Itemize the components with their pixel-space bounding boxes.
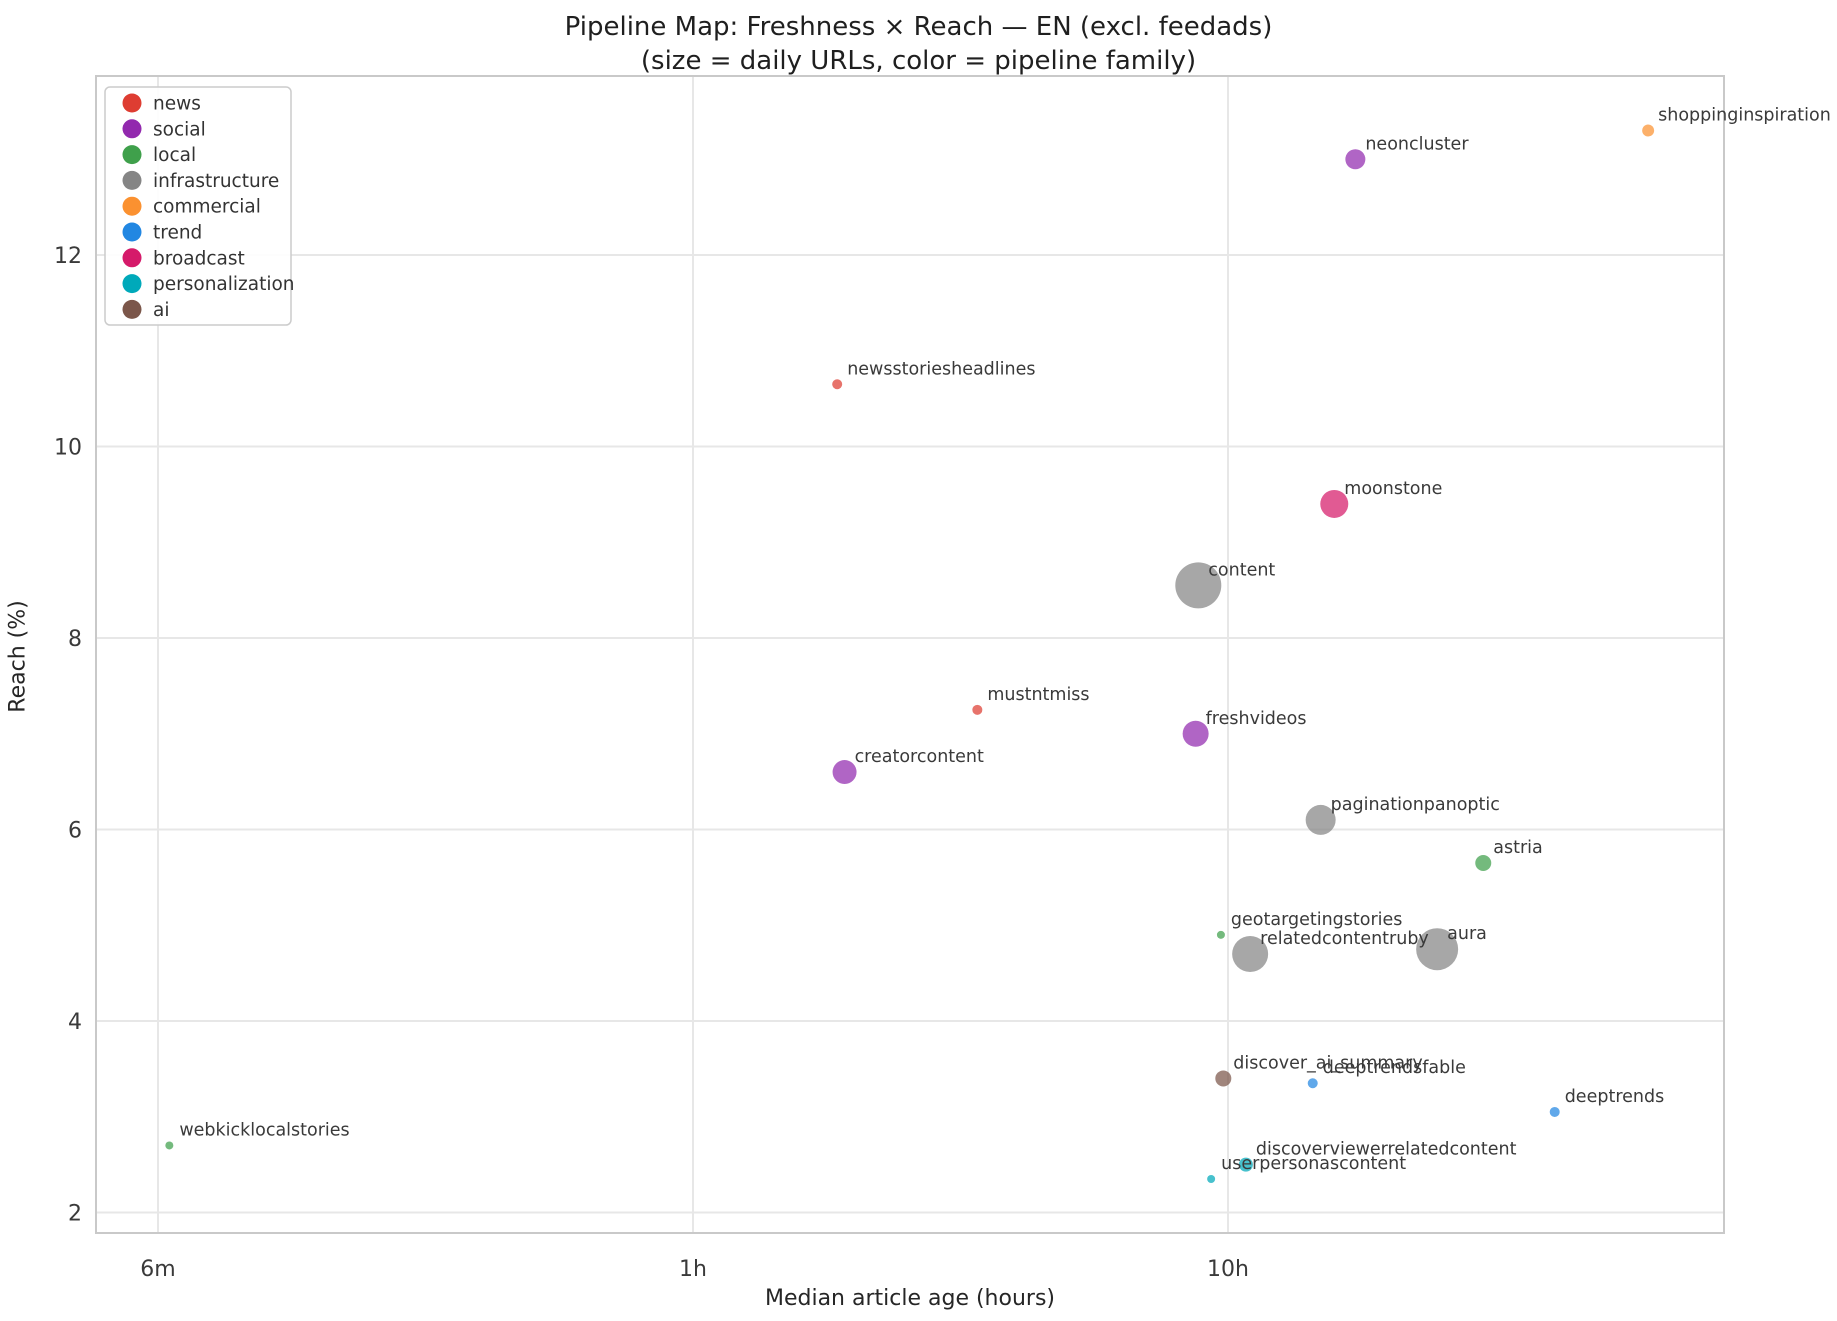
y-tick-label: 8 (68, 627, 82, 652)
point-label-freshvideos: freshvideos (1206, 709, 1307, 729)
x-tick-label: 10h (1207, 1257, 1249, 1282)
data-point-discoverviewerrelatedcontent (1238, 1157, 1253, 1172)
legend-label-infrastructure: infrastructure (153, 171, 279, 192)
legend-swatch-trend (122, 222, 142, 242)
x-tick-label: 6m (140, 1257, 175, 1282)
legend-box (104, 86, 292, 326)
chart-subtitle: (size = daily URLs, color = pipeline fam… (640, 46, 1197, 76)
data-point-content (1175, 562, 1222, 609)
point-label-aura: aura (1447, 924, 1487, 944)
point-label-moonstone: moonstone (1344, 479, 1442, 499)
data-point-shoppinginspiration (1642, 124, 1655, 137)
data-point-userpersonascontent (1207, 1174, 1216, 1183)
legend-swatch-personalization (122, 274, 142, 294)
point-label-content: content (1208, 560, 1275, 580)
data-point-newsstoriesheadlines (832, 379, 843, 390)
legend-swatch-local (122, 145, 142, 165)
point-label-mustntmiss: mustntmiss (987, 685, 1089, 705)
legend-label-broadcast: broadcast (153, 248, 245, 269)
data-point-creatorcontent (832, 760, 857, 785)
point-label-neoncluster: neoncluster (1365, 134, 1469, 154)
y-tick-label: 12 (54, 244, 82, 269)
point-label-creatorcontent: creatorcontent (855, 747, 984, 767)
point-label-deeptrends: deeptrends (1565, 1087, 1665, 1107)
x-tick-label: 1h (679, 1257, 707, 1282)
legend-swatch-broadcast (122, 248, 142, 268)
point-label-discover_ai_summary: discover_ai_summary (1233, 1053, 1422, 1073)
legend-label-commercial: commercial (153, 197, 261, 218)
data-point-paginationpanoptic (1305, 804, 1336, 835)
data-point-discover_ai_summary (1215, 1070, 1232, 1087)
legend-label-local: local (153, 145, 196, 166)
data-point-deeptrends (1549, 1106, 1560, 1117)
point-label-geotargetingstories: geotargetingstories (1231, 910, 1402, 930)
point-label-paginationpanoptic: paginationpanoptic (1331, 795, 1500, 815)
data-point-freshvideos (1182, 720, 1209, 747)
y-tick-label: 4 (68, 1010, 82, 1035)
legend-swatch-infrastructure (122, 170, 142, 190)
data-point-mustntmiss (972, 704, 983, 715)
point-label-astria: astria (1493, 838, 1542, 858)
y-tick-label: 2 (68, 1202, 82, 1227)
chart-title: Pipeline Map: Freshness × Reach — EN (ex… (564, 12, 1273, 42)
point-label-userpersonascontent: userpersonascontent (1221, 1154, 1406, 1174)
data-point-moonstone (1320, 489, 1349, 518)
legend-swatch-ai (122, 299, 142, 319)
y-tick-label: 6 (68, 819, 82, 844)
legend-swatch-news (122, 93, 142, 113)
data-point-deeptrendsfable (1307, 1078, 1318, 1089)
legend-label-personalization: personalization (153, 274, 295, 295)
point-label-deeptrendsfable: deeptrendsfable (1323, 1058, 1466, 1078)
y-tick-label: 10 (54, 436, 82, 461)
data-point-neoncluster (1345, 149, 1366, 170)
point-label-shoppinginspiration: shoppinginspiration (1658, 106, 1831, 126)
data-point-relatedcontentruby (1232, 935, 1269, 972)
point-label-discoverviewerrelatedcontent: discoverviewerrelatedcontent (1256, 1140, 1517, 1160)
point-label-relatedcontentruby: relatedcontentruby (1260, 929, 1429, 949)
data-point-astria (1475, 855, 1492, 872)
y-axis-title: Reach (%) (5, 600, 31, 713)
legend-label-ai: ai (153, 300, 169, 321)
legend-label-news: news (153, 94, 201, 115)
legend-swatch-commercial (122, 196, 142, 216)
point-label-webkicklocalstories: webkicklocalstories (179, 1120, 349, 1140)
legend-label-trend: trend (153, 223, 202, 244)
point-label-newsstoriesheadlines: newsstoriesheadlines (847, 359, 1035, 379)
data-point-aura (1416, 928, 1459, 971)
x-axis-title: Median article age (hours) (764, 1286, 1055, 1311)
plot-frame (95, 75, 1725, 1234)
legend-swatch-social (122, 119, 142, 139)
data-point-geotargetingstories (1216, 930, 1225, 939)
legend-label-social: social (153, 119, 206, 140)
data-point-webkicklocalstories (165, 1141, 174, 1150)
